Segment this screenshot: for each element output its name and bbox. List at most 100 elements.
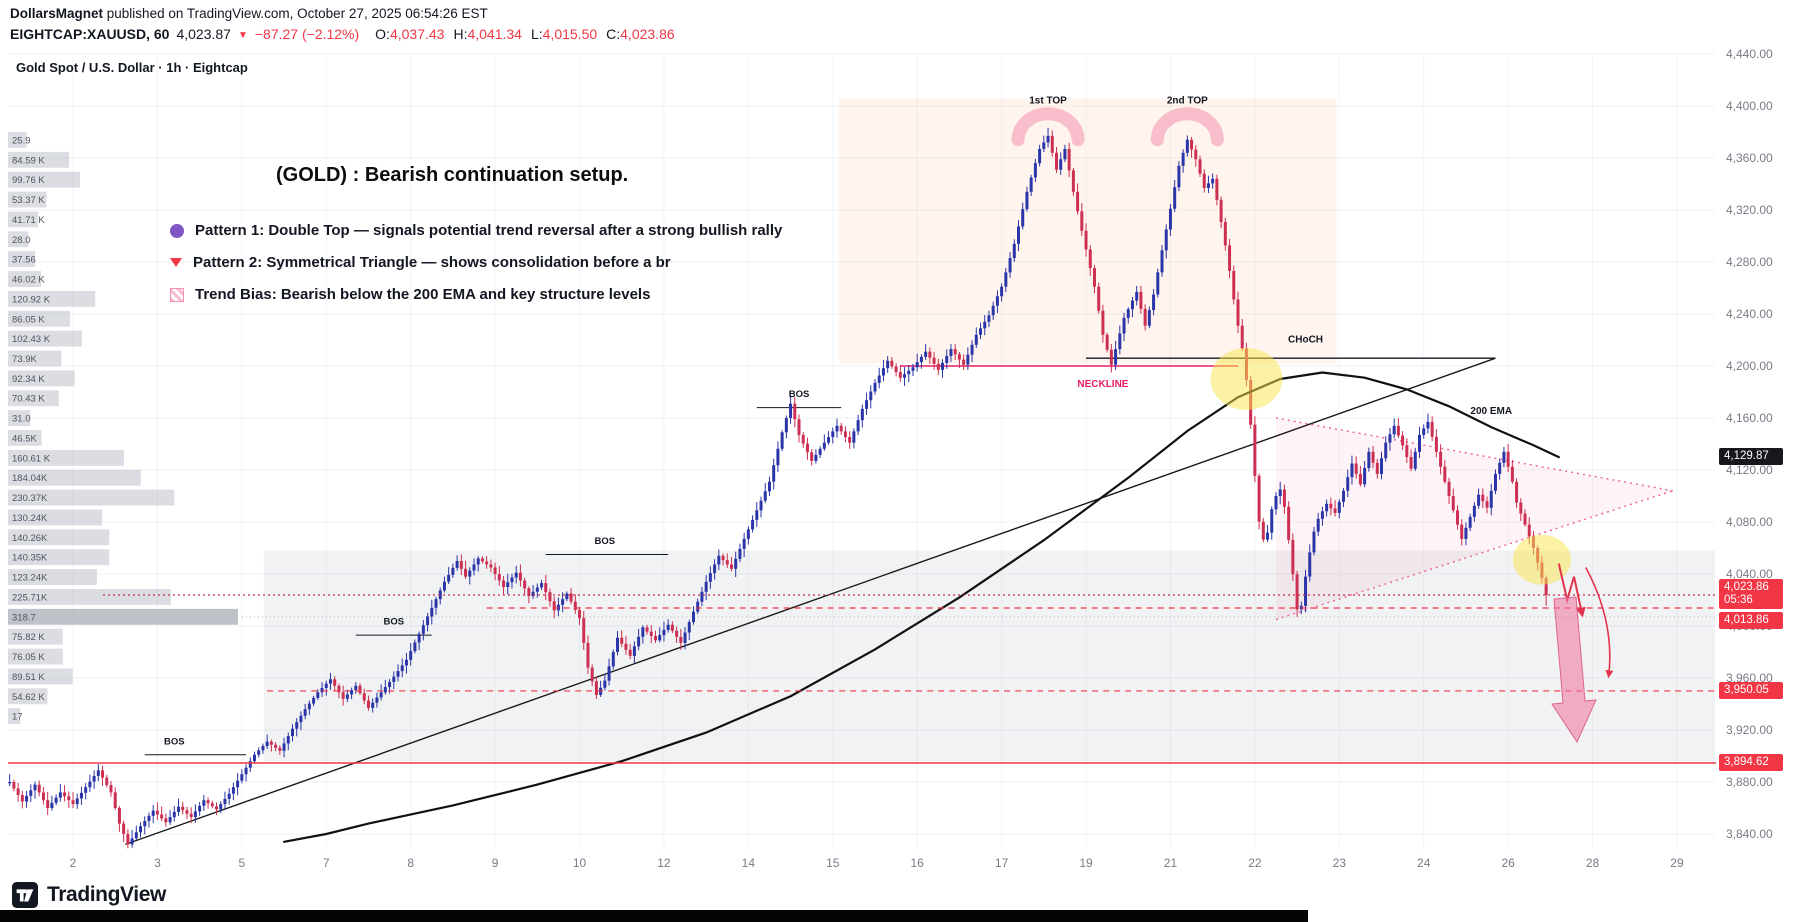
double-top-arc bbox=[1011, 107, 1085, 147]
volume-profile-label: 37.56 bbox=[12, 255, 36, 266]
zigzag-down-arrow bbox=[1557, 563, 1586, 618]
snapshot-header: DollarsMagnet published on TradingView.c… bbox=[10, 6, 675, 42]
volume-profile-label: 76.05 K bbox=[12, 652, 45, 663]
volume-profile-label: 25.9 bbox=[12, 135, 31, 146]
time-tick: 10 bbox=[572, 856, 587, 870]
volume-profile-label: 46.02 K bbox=[12, 275, 45, 286]
price-tick: 4,080.00 bbox=[1726, 515, 1773, 529]
volume-profile-label: 184.04K bbox=[12, 473, 48, 484]
volume-profile-label: 99.76 K bbox=[12, 175, 45, 186]
highlight-circle bbox=[1210, 348, 1283, 410]
time-tick: 12 bbox=[657, 856, 671, 870]
red-triangle-icon bbox=[170, 258, 182, 267]
volume-profile-label: 54.62 K bbox=[12, 692, 45, 703]
time-tick: 2 bbox=[69, 856, 77, 870]
volume-profile-label: 70.43 K bbox=[12, 394, 45, 405]
time-axis[interactable]: 2 3 5 7 8 9 10 12 14 15 16 17 19 21 22 23 24 26 28 29 bbox=[8, 854, 1716, 876]
chart-label-bos: BOS bbox=[383, 617, 404, 628]
grid-lines bbox=[8, 52, 1716, 850]
volume-profile-label: 31.0 bbox=[12, 414, 31, 425]
price-tick: 4,440.00 bbox=[1726, 47, 1773, 61]
price-tick: 3,960.00 bbox=[1726, 671, 1773, 685]
volume-profile-label: 53.37 K bbox=[12, 195, 45, 206]
volume-profile-bar bbox=[8, 211, 39, 228]
pink-grid-icon bbox=[170, 287, 184, 302]
volume-profile-bar bbox=[8, 171, 80, 188]
volume-profile-label: 41.71 K bbox=[12, 215, 45, 226]
triangle-upper-edge[interactable] bbox=[1275, 417, 1673, 492]
idea-bullet: Pattern 1: Double Top — signals potentia… bbox=[170, 222, 782, 239]
chart-label-bos: BOS bbox=[789, 389, 810, 400]
tradingview-logo-icon bbox=[12, 882, 38, 908]
projection-arrow bbox=[1585, 567, 1614, 679]
time-tick: 29 bbox=[1670, 856, 1684, 870]
ohlc-value: 4,023.86 bbox=[620, 26, 675, 42]
volume-profile: 25.9 84.59 K 99.76 K 53.37 K 41.71 K 28.0 37.5… bbox=[8, 132, 1716, 725]
volume-profile-bar bbox=[8, 151, 70, 168]
volume-profile-label: 120.92 K bbox=[12, 294, 51, 305]
ohlc-value: 4,037.43 bbox=[389, 26, 445, 42]
volume-profile-bar bbox=[8, 390, 59, 407]
time-tick: 5 bbox=[238, 856, 246, 870]
chart-label-1st-top: 1st TOP bbox=[1029, 95, 1067, 106]
price-tick: 4,400.00 bbox=[1726, 99, 1773, 113]
volume-profile-label: 92.34 K bbox=[12, 374, 45, 385]
chart-label-neckline: NECKLINE bbox=[1077, 379, 1128, 390]
publish-line: DollarsMagnet published on TradingView.c… bbox=[10, 6, 675, 21]
time-tick: 28 bbox=[1585, 856, 1600, 870]
volume-profile-bar bbox=[8, 132, 27, 148]
volume-profile-bar bbox=[8, 231, 29, 248]
ohlc-value: 4,041.34 bbox=[467, 26, 522, 42]
double-top-zone bbox=[838, 98, 1337, 364]
volume-profile-bar bbox=[8, 509, 102, 526]
volume-profile-label: 28.0 bbox=[12, 235, 31, 246]
volume-profile-label: 318.7 bbox=[12, 612, 36, 623]
volume-profile-label: 230.37K bbox=[12, 493, 48, 504]
price-tick: 4,040.00 bbox=[1726, 567, 1773, 581]
volume-profile-label: 75.82 K bbox=[12, 632, 45, 643]
chart-plot-area[interactable]: 25.9 84.59 K 99.76 K 53.37 K 41.71 K 28.0 37.5… bbox=[8, 52, 1716, 850]
volume-profile-bar bbox=[8, 350, 62, 367]
volume-profile-label: 73.9K bbox=[12, 354, 37, 365]
volume-profile-label: 140.26K bbox=[12, 533, 48, 544]
time-tick: 24 bbox=[1417, 856, 1431, 870]
ohlc-label: L: bbox=[530, 26, 543, 42]
highlight-circle bbox=[1512, 534, 1571, 585]
volume-profile-bar bbox=[8, 668, 73, 685]
volume-profile-bar bbox=[8, 469, 141, 486]
price-axis[interactable]: 4,440.00 4,400.00 4,360.00 4,320.00 4,280.00… bbox=[1716, 47, 1806, 850]
price-tick: 4,120.00 bbox=[1726, 463, 1773, 477]
price-tick: 4,320.00 bbox=[1726, 203, 1773, 217]
alert-price-label: 4,023.86 05:36 bbox=[1719, 578, 1783, 609]
time-tick: 3 bbox=[154, 856, 161, 870]
down-triangle-icon: ▼ bbox=[237, 30, 248, 41]
support-zone bbox=[263, 550, 1715, 762]
alert-price-label: 3,894.62 bbox=[1719, 753, 1783, 771]
volume-profile-bar bbox=[8, 648, 63, 665]
volume-profile-bar bbox=[8, 449, 124, 466]
price-tick: 4,160.00 bbox=[1726, 411, 1773, 425]
chart-canvas[interactable]: 25.9 84.59 K 99.76 K 53.37 K 41.71 K 28.0 37.5… bbox=[8, 52, 1716, 850]
ema-price-label: 4,129.87 bbox=[1719, 448, 1783, 466]
price-tick: 4,360.00 bbox=[1726, 151, 1773, 165]
volume-profile-label: 46.5K bbox=[12, 433, 37, 444]
idea-bullet: Pattern 2: Symmetrical Triangle — shows … bbox=[170, 254, 782, 271]
idea-bullet: Trend Bias: Bearish below the 200 EMA an… bbox=[170, 286, 782, 303]
purple-circle-icon bbox=[170, 223, 184, 238]
footer-branding[interactable]: TradingView bbox=[12, 882, 166, 908]
ohlc-label: H: bbox=[453, 26, 468, 42]
volume-profile-label: 17 bbox=[12, 712, 23, 723]
time-tick: 9 bbox=[491, 856, 499, 870]
symbol-line: EIGHTCAP:XAUUSD, 60 4,023.87 ▼ −87.27 (−… bbox=[10, 26, 675, 42]
bullet-text: Trend Bias: Bearish below the 200 EMA an… bbox=[195, 286, 651, 303]
price-tick: 4,200.00 bbox=[1726, 359, 1773, 373]
price-tick: 4,240.00 bbox=[1726, 307, 1773, 321]
time-tick: 14 bbox=[741, 856, 756, 870]
ema-200-line[interactable] bbox=[282, 371, 1560, 843]
price-tick: 3,920.00 bbox=[1726, 723, 1773, 737]
ohlc-value: 4,015.50 bbox=[542, 26, 598, 42]
volume-profile-label: 225.71K bbox=[12, 592, 48, 603]
volume-profile-bar bbox=[8, 589, 171, 605]
symbol-title: EIGHTCAP:XAUUSD, 60 bbox=[10, 26, 170, 42]
